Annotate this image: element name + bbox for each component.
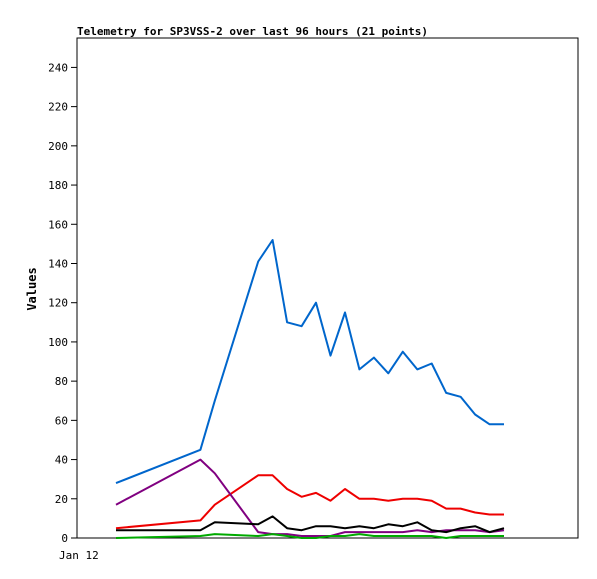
series-line-5	[115, 533, 504, 539]
y-tick-label: 20	[55, 493, 68, 506]
plot-frame	[76, 37, 579, 539]
chart-title: Telemetry for SP3VSS-2 over last 96 hour…	[77, 25, 428, 38]
y-tick-label: 40	[55, 454, 68, 467]
series-line-4	[116, 515, 505, 534]
y-tick-label: 180	[48, 179, 68, 192]
y-tick-label: 120	[48, 297, 68, 310]
series-lines	[115, 239, 505, 539]
y-tick-label: 140	[48, 257, 68, 270]
x-axis: Jan 12	[59, 549, 99, 562]
y-tick-label: 220	[48, 101, 68, 114]
y-tick-label: 160	[48, 218, 68, 231]
y-tick-label: 60	[55, 414, 68, 427]
y-axis-label: Values	[25, 267, 39, 310]
y-tick-label: 240	[48, 61, 68, 74]
series-line-1	[115, 239, 504, 485]
y-tick-label: 0	[61, 532, 68, 545]
series-line-2	[115, 474, 504, 530]
series-line-3	[115, 458, 505, 537]
y-axis: 0 20 40 60 80 100 120 140 160 180 200 220 240	[48, 61, 77, 545]
x-tick-label: Jan 12	[59, 549, 99, 562]
y-tick-label: 80	[55, 375, 68, 388]
y-tick-label: 200	[48, 140, 68, 153]
y-tick-label: 100	[48, 336, 68, 349]
